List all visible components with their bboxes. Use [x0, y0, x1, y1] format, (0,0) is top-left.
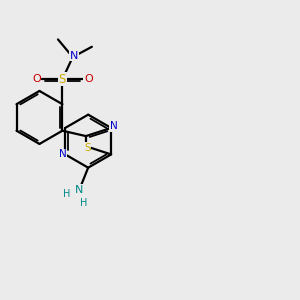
Text: O: O: [84, 74, 93, 84]
Text: N: N: [70, 51, 78, 61]
Text: N: N: [75, 185, 83, 195]
Text: H: H: [63, 189, 71, 199]
Text: S: S: [84, 143, 91, 153]
Text: N: N: [59, 149, 67, 159]
Text: S: S: [59, 73, 66, 86]
Text: N: N: [110, 122, 117, 131]
Text: O: O: [32, 74, 41, 84]
Text: H: H: [80, 198, 87, 208]
